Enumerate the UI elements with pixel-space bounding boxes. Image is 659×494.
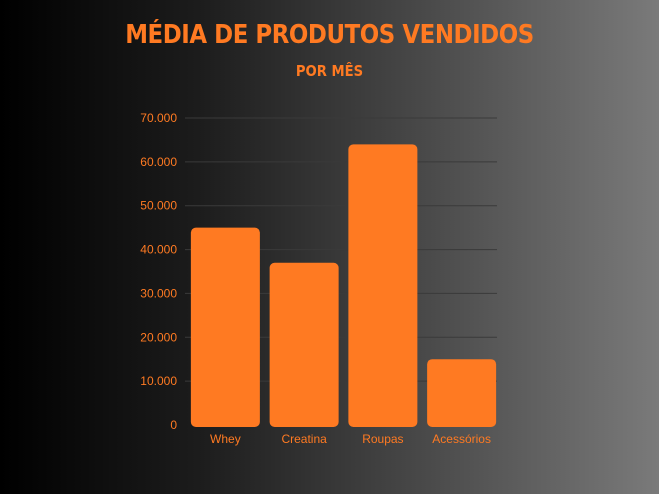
chart-title: MÉDIA DE PRODUTOS VENDIDOS [125, 20, 534, 50]
y-tick-label: 10.000 [140, 374, 177, 388]
bar-acessórios [427, 359, 497, 427]
x-axis-labels: Whey Creatina Roupas Acessórios [210, 432, 491, 446]
chart-subtitle: POR MÊS [295, 62, 364, 80]
x-tick-label: Creatina [281, 432, 327, 446]
y-tick-label: 60.000 [140, 155, 177, 169]
bar-roupas [348, 144, 418, 428]
x-tick-label: Acessórios [432, 432, 491, 446]
x-tick-label: Whey [210, 432, 241, 446]
y-tick-label: 70.000 [140, 111, 177, 125]
y-tick-label: 30.000 [140, 286, 177, 300]
y-tick-label: 20.000 [140, 330, 177, 344]
bars [190, 144, 497, 428]
bar-creatina [269, 262, 339, 427]
x-tick-label: Roupas [362, 432, 403, 446]
y-tick-label: 40.000 [140, 243, 177, 257]
y-axis-ticks: 0 10.000 20.000 30.000 40.000 50.000 60.000 70.… [140, 111, 177, 432]
y-tick-label: 50.000 [140, 199, 177, 213]
y-tick-label: 0 [170, 418, 177, 432]
bar-whey [190, 227, 260, 427]
